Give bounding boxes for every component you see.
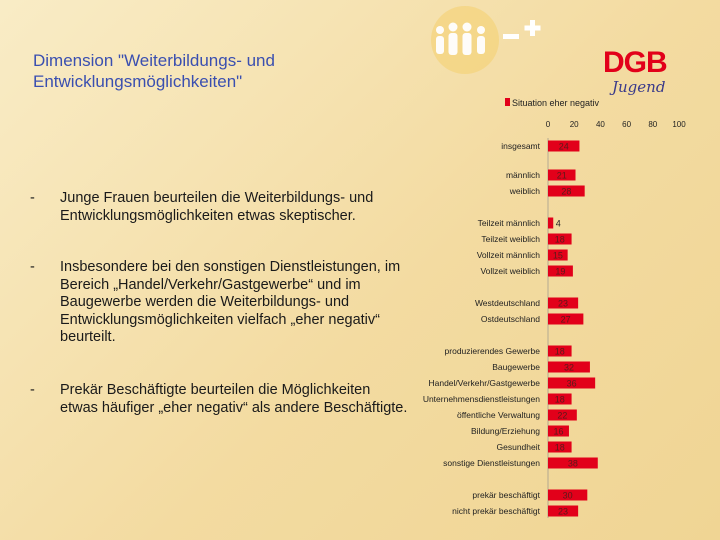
logo-wordmark: DGB — [603, 46, 668, 79]
bar-value-label: 21 — [557, 171, 567, 181]
category-label: Ostdeutschland — [481, 314, 540, 324]
bar — [548, 313, 584, 325]
dgb-jugend-logo — [431, 6, 541, 74]
category-label: produzierendes Gewerbe — [445, 346, 541, 356]
category-label: Vollzeit weiblich — [480, 266, 540, 276]
category-label: Teilzeit weiblich — [481, 234, 540, 244]
bar-value-label: 28 — [561, 187, 571, 197]
category-label: Teilzeit männlich — [478, 218, 541, 228]
category-label: Baugewerbe — [492, 362, 540, 372]
bar — [548, 169, 576, 181]
bar — [548, 345, 572, 357]
slide-title: Dimension "Weiterbildungs- und Entwicklu… — [33, 51, 275, 91]
bar — [548, 425, 569, 437]
bullet-text: Junge Frauen beurteilen die Weiterbildun… — [60, 190, 374, 224]
bar-value-label: 38 — [568, 459, 578, 469]
bar — [548, 185, 585, 197]
bar — [548, 441, 572, 453]
category-label: insgesamt — [501, 141, 540, 151]
bar — [548, 409, 577, 421]
bar-value-label: 18 — [555, 395, 565, 405]
bar — [548, 457, 598, 469]
logo-subtitle: Jugend — [612, 78, 666, 96]
bullet-marker: - — [30, 259, 35, 275]
bar-value-label: 23 — [558, 507, 568, 517]
x-tick-label: 0 — [546, 120, 551, 129]
x-tick-label: 20 — [570, 120, 579, 129]
bar-value-label: 18 — [555, 347, 565, 357]
category-label: Gesundheit — [497, 442, 541, 452]
legend-swatch — [505, 98, 510, 106]
bar-value-label: 18 — [555, 235, 565, 245]
bar — [548, 505, 579, 517]
bar — [548, 140, 580, 152]
plus-icon — [524, 20, 541, 36]
bar — [548, 393, 572, 405]
x-tick-label: 100 — [672, 120, 686, 129]
bullet-marker: - — [30, 190, 35, 206]
bar — [548, 233, 572, 245]
bar-value-label: 23 — [558, 299, 568, 309]
bar — [548, 249, 568, 261]
legend-label: Situation eher negativ — [512, 98, 600, 108]
chart-legend: Situation eher negativ — [505, 98, 600, 108]
category-label: sonstige Dienstleistungen — [443, 458, 540, 468]
category-label: Unternehmensdienstleistungen — [423, 394, 540, 404]
category-label: nicht prekär beschäftigt — [452, 506, 541, 516]
category-label: Westdeutschland — [475, 298, 540, 308]
bar — [548, 361, 590, 373]
category-label: männlich — [506, 170, 540, 180]
minus-icon — [503, 34, 519, 39]
bar-series: insgesamt 24 männlich 21 weiblich 28 Teilzeit … — [423, 140, 598, 517]
bar-value-label: 15 — [553, 251, 563, 261]
bar-value-label: 30 — [563, 491, 573, 501]
bar-value-label: 4 — [556, 219, 561, 229]
category-label: weiblich — [509, 186, 541, 196]
bar — [548, 297, 579, 309]
bar-value-label: 18 — [555, 443, 565, 453]
bar — [548, 377, 596, 389]
bar-value-label: 16 — [553, 427, 563, 437]
x-tick-label: 80 — [648, 120, 657, 129]
people-icon — [436, 22, 485, 55]
x-axis: 0 20 40 60 80 100 — [546, 120, 686, 518]
category-label: Bildung/Erziehung — [471, 426, 540, 436]
bar-value-label: 36 — [567, 379, 577, 389]
category-label: öffentliche Verwaltung — [457, 410, 540, 420]
bullet-text: Insbesondere bei den sonstigen Dienstlei… — [60, 259, 401, 345]
bar-value-label: 24 — [559, 142, 569, 152]
bar — [548, 489, 588, 501]
bar-value-label: 32 — [564, 363, 574, 373]
bullet-marker: - — [30, 382, 35, 398]
bar — [548, 265, 573, 277]
category-label: Vollzeit männlich — [477, 250, 541, 260]
bullet-text: Prekär Beschäftigte beurteilen die Mögli… — [60, 382, 408, 416]
x-tick-label: 60 — [622, 120, 631, 129]
category-label: Handel/Verkehr/Gastgewerbe — [428, 378, 540, 388]
x-tick-label: 40 — [596, 120, 605, 129]
bar — [548, 217, 554, 229]
category-label: prekär beschäftigt — [472, 490, 540, 500]
bar-value-label: 19 — [555, 267, 565, 277]
bar-value-label: 27 — [561, 315, 571, 325]
bar-value-label: 22 — [557, 411, 567, 421]
